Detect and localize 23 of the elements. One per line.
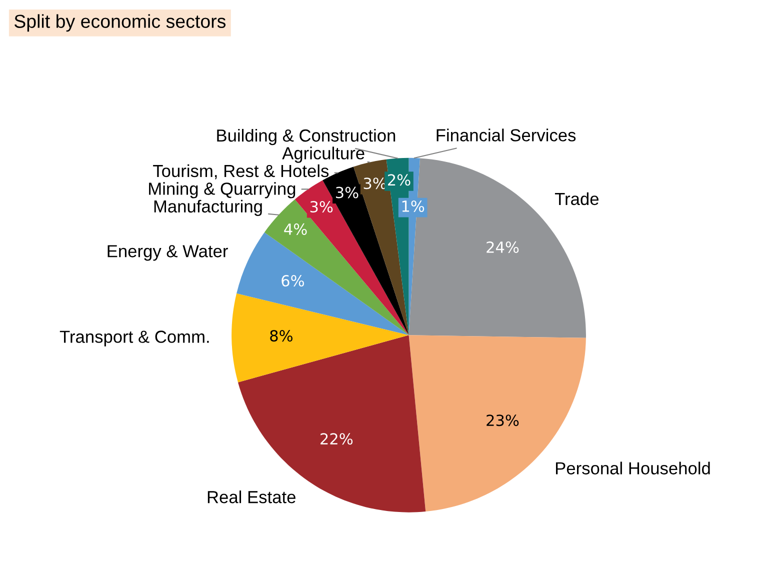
slice-label: Agriculture [282, 146, 364, 163]
data-label: 23% [486, 414, 519, 426]
slice-label: Energy & Water [108, 245, 228, 261]
data-label: 2% [388, 174, 410, 186]
data-label: 1% [402, 200, 424, 212]
data-label: 8% [270, 330, 292, 342]
slice-label: Mining & Quarrying [149, 182, 296, 198]
data-label: 3% [364, 178, 386, 190]
slice-label: Personal Household [556, 462, 710, 474]
data-label: 4% [284, 223, 307, 235]
slice-label: Trade [554, 192, 599, 206]
data-label: 6% [282, 274, 304, 287]
chart-title: Split by economic sectors [14, 14, 226, 32]
slice-label: Real Estate [208, 490, 296, 504]
data-label: 24% [486, 241, 519, 253]
slice-label: Financial Services [436, 128, 576, 142]
slice-label: Transport & Comm. [60, 330, 209, 346]
slice-label: Building & Construction [217, 128, 396, 146]
slice-label: Tourism, Rest & Hotels [153, 164, 329, 180]
slice-label: Manufacturing [154, 200, 262, 216]
data-label: 3% [336, 186, 358, 198]
data-label: 22% [320, 433, 353, 445]
data-label: 3% [310, 201, 333, 213]
